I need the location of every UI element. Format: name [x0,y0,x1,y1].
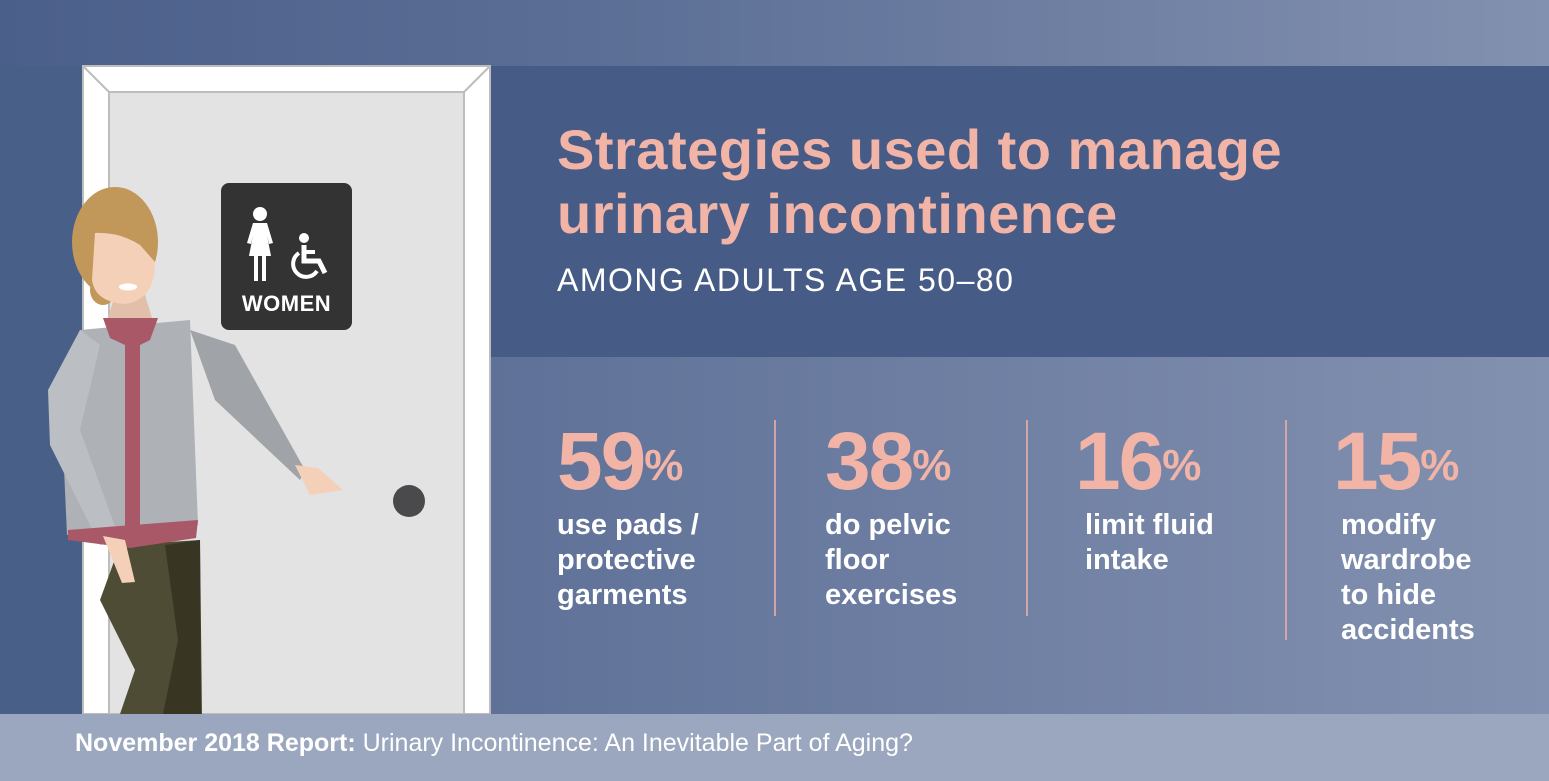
stat-label: use pads / protective garments [557,509,699,611]
stat-pelvic-floor: 38% do pelvic floor exercises [825,420,957,613]
stat-value: 59% [557,416,684,507]
sign-label: WOMEN [241,291,332,316]
stat-label: modify wardrobe to hide accidents [1341,509,1475,646]
stat-value: 15% [1333,416,1460,507]
woman-figure [48,187,343,714]
title-line-2: urinary incontinence [557,182,1118,245]
divider [1026,420,1028,616]
footer-citation: November 2018 Report: Urinary Incontinen… [75,729,913,757]
subtitle: AMONG ADULTS AGE 50–80 [557,262,1015,298]
stats-panel [490,357,1549,714]
door-knob [393,485,425,517]
stat-pads: 59% use pads / protective garments [557,420,699,613]
woman-icon [247,207,273,281]
title-line-1: Strategies used to manage [557,118,1283,181]
stat-value: 16% [1075,416,1202,507]
page-title: Strategies used to manage urinary incont… [557,118,1282,246]
header-panel [490,66,1549,357]
stat-value: 38% [825,416,952,507]
divider [774,420,776,616]
footer [0,714,1549,781]
stat-fluid: 16% limit fluid intake [1075,420,1214,578]
wheelchair-icon [291,233,328,279]
divider [1285,420,1287,640]
stat-wardrobe: 15% modify wardrobe to hide accidents [1333,420,1475,648]
stat-label: do pelvic floor exercises [825,509,958,611]
restroom-sign: WOMEN [221,183,352,330]
stat-label: limit fluid intake [1085,509,1214,576]
